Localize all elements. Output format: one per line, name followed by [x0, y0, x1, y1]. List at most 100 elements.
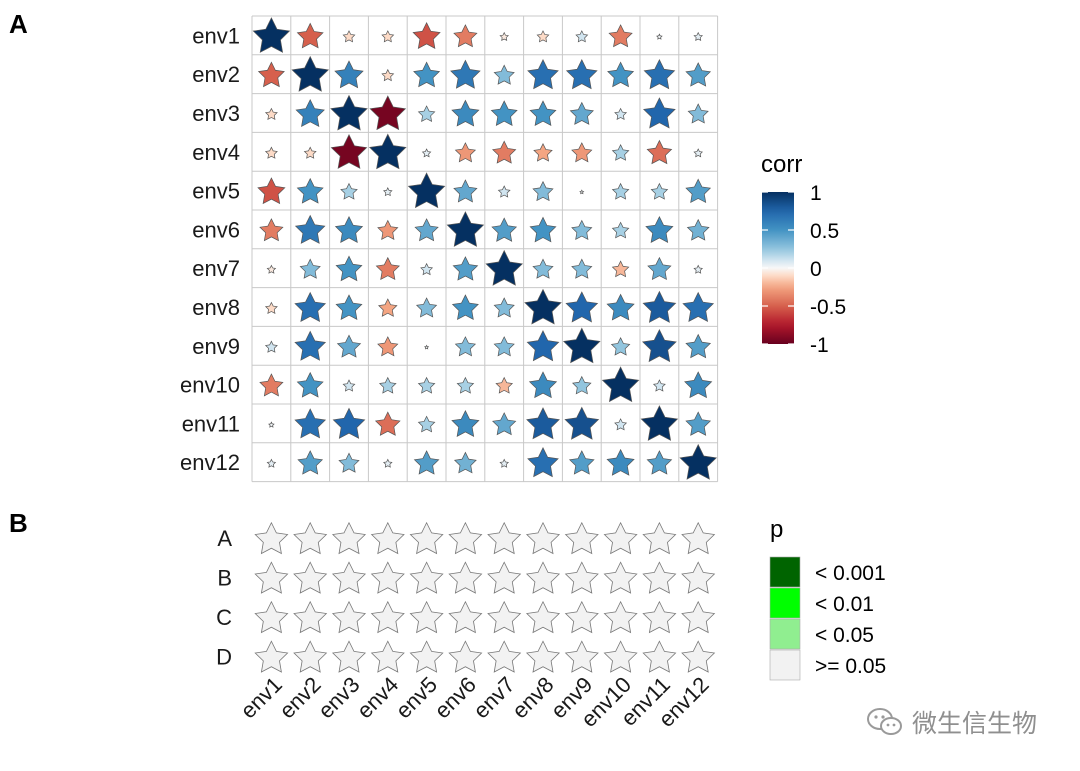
corr-star: [296, 177, 324, 204]
legend-label: >= 0.05: [815, 655, 886, 678]
corr-star: [334, 60, 364, 89]
corr-star: [454, 142, 477, 163]
corr-star: [264, 146, 278, 159]
x-tick-label: env1: [236, 672, 287, 723]
x-tick-label: env3: [313, 672, 364, 723]
corr-star: [656, 33, 663, 40]
corr-star: [456, 376, 475, 394]
corr-star: [257, 61, 285, 88]
p-star: [293, 640, 328, 673]
corr-star: [294, 291, 327, 322]
legend-label: < 0.05: [815, 624, 874, 647]
corr-star: [413, 450, 440, 475]
y-tick-label: env6: [192, 217, 240, 242]
corr-star: [495, 376, 514, 394]
corr-star: [606, 448, 635, 476]
y-tick-label: env5: [192, 179, 240, 204]
corr-star: [527, 447, 559, 478]
p-star: [642, 561, 677, 594]
y-tick-label: env1: [192, 23, 240, 48]
corr-star: [647, 256, 672, 281]
p-star: [487, 600, 522, 634]
corr-star: [650, 182, 669, 200]
corr-star: [685, 333, 712, 359]
corr-star: [614, 418, 628, 431]
corr-star: [499, 31, 509, 41]
corr-star: [417, 415, 436, 433]
corr-legend: corr 1 0.5 0 -0.5 -1: [761, 151, 846, 357]
legend-swatch: [769, 587, 801, 619]
corr-star: [646, 139, 673, 165]
corr-star: [533, 143, 553, 162]
p-star: [487, 640, 522, 673]
corr-star: [421, 148, 432, 158]
p-star: [331, 521, 367, 555]
y-tick-label: env10: [180, 373, 240, 398]
x-tick-label: env6: [430, 672, 481, 723]
p-star: [254, 600, 289, 634]
corr-star: [565, 59, 598, 90]
corr-star: [296, 371, 324, 398]
corr-star: [450, 59, 481, 89]
y-tick-label: B: [217, 565, 232, 590]
corr-star: [299, 258, 321, 279]
corr-star: [377, 219, 399, 240]
x-tick-label: env4: [352, 672, 403, 723]
corr-star: [451, 294, 479, 321]
x-tick-label: env2: [274, 672, 325, 723]
y-tick-label: A: [217, 526, 232, 551]
corr-star: [601, 366, 640, 403]
corr-star: [485, 249, 524, 286]
corr-star: [413, 61, 441, 88]
corr-star: [568, 450, 595, 475]
corr-star: [407, 172, 446, 209]
corr-star: [291, 55, 330, 92]
corr-star: [335, 255, 363, 282]
y-tick-label: env3: [192, 101, 240, 126]
corr-star: [614, 107, 628, 121]
p-star: [564, 521, 599, 555]
p-star: [331, 640, 367, 673]
corr-star: [378, 298, 398, 317]
x-tick-label: env8: [507, 672, 558, 723]
colorbar-tick-label: 1: [810, 182, 822, 205]
corr-star: [493, 297, 515, 318]
corr-star: [294, 214, 326, 244]
y-tick-label: D: [216, 644, 232, 669]
corr-star: [266, 264, 277, 274]
corr-star: [687, 103, 709, 124]
corr-star: [257, 177, 286, 205]
corr-star: [565, 291, 599, 323]
corr-star: [646, 450, 673, 475]
corr-star: [611, 144, 630, 161]
corr-grid: [251, 15, 719, 483]
p-star: [409, 561, 444, 594]
p-star: [603, 561, 638, 594]
corr-star: [453, 451, 477, 474]
corr-star: [446, 211, 485, 247]
corr-star: [268, 421, 275, 428]
corr-star: [417, 105, 436, 123]
corr-star: [693, 148, 703, 158]
p-star: [409, 521, 444, 555]
watermark: 微生信生物: [866, 704, 1037, 740]
p-star: [409, 600, 444, 634]
corr-star: [642, 97, 676, 129]
corr-star: [451, 410, 480, 437]
p-star: [681, 521, 716, 555]
p-star: [448, 600, 483, 634]
corr-star: [685, 62, 712, 87]
corr-star: [454, 336, 477, 357]
corr-star: [693, 264, 703, 274]
corr-star: [369, 95, 407, 131]
corr-star: [640, 405, 679, 441]
corr-star: [340, 182, 358, 200]
corr-star: [611, 221, 630, 239]
p-star: [603, 640, 638, 673]
corr-star: [499, 458, 509, 468]
corr-star: [532, 258, 554, 279]
corr-star: [417, 376, 436, 394]
corr-star: [342, 30, 356, 43]
corr-star: [641, 328, 677, 363]
corr-star: [527, 59, 559, 90]
